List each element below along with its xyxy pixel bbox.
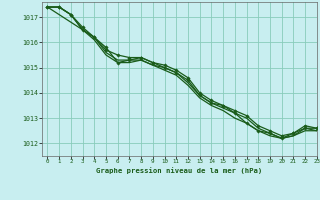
X-axis label: Graphe pression niveau de la mer (hPa): Graphe pression niveau de la mer (hPa) (96, 167, 262, 174)
